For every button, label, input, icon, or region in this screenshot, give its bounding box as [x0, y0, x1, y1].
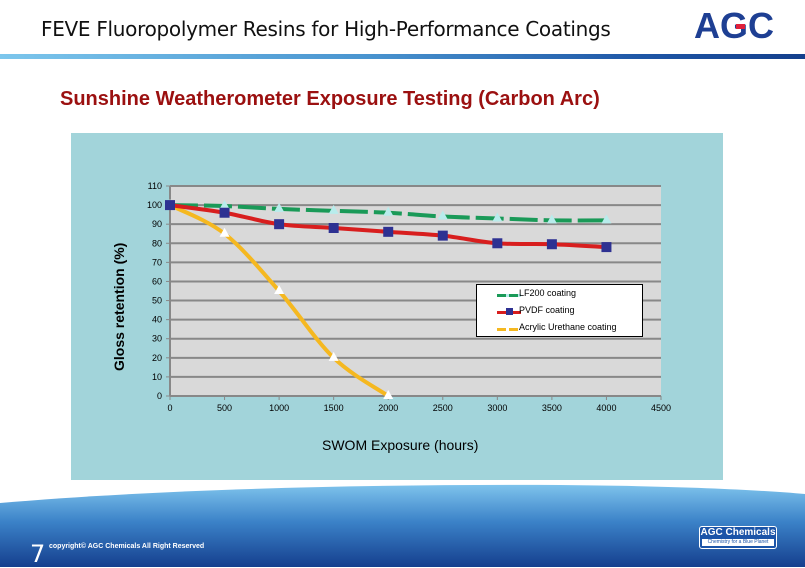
legend-swatch-lf200 [497, 294, 521, 297]
y-tick-label: 60 [152, 276, 162, 286]
square-marker-icon [601, 242, 612, 253]
agc-chemicals-logo-text: AGC Chemicals [700, 527, 776, 538]
triangle-marker-icon [492, 212, 503, 222]
y-tick-label: 10 [152, 372, 162, 382]
title-divider [0, 54, 805, 59]
chart-title: Sunshine Weatherometer Exposure Testing … [60, 88, 600, 110]
y-tick-label: 70 [152, 257, 162, 267]
legend-marker-square-icon [506, 308, 513, 315]
agc-logo-accent [736, 24, 745, 29]
x-tick-label: 3500 [542, 403, 562, 413]
triangle-marker-icon [274, 285, 285, 294]
triangle-marker-icon [328, 204, 339, 214]
square-marker-icon [165, 200, 175, 211]
legend-label: PVDF coating [519, 305, 575, 315]
legend-item-lf200: LF200 coating [477, 288, 642, 302]
page-number: 7 [30, 540, 46, 568]
square-marker-icon [328, 223, 339, 233]
agc-logo-text: AGC [694, 6, 774, 46]
x-tick-label: 2000 [378, 403, 398, 413]
y-tick-label: 50 [152, 296, 162, 306]
y-tick-label: 80 [152, 238, 162, 248]
copyright-text: copyright© AGC Chemicals All Right Reser… [49, 543, 205, 550]
x-axis-label: SWOM Exposure (hours) [322, 437, 479, 453]
y-tick-label: 110 [148, 181, 162, 191]
x-tick-label: 1000 [269, 403, 289, 413]
triangle-marker-icon [328, 351, 339, 361]
x-tick-label: 2500 [433, 403, 453, 413]
chart-legend: LF200 coating PVDF coating Acrylic Ureth… [476, 284, 643, 337]
x-tick-label: 0 [167, 403, 172, 413]
x-tick-label: 1500 [324, 403, 344, 413]
square-marker-icon [546, 239, 557, 250]
y-tick-label: 100 [147, 200, 162, 210]
triangle-marker-icon [219, 227, 230, 237]
agc-logo: AGC [694, 5, 778, 55]
slide-title: FEVE Fluoropolymer Resins for High-Perfo… [41, 17, 611, 41]
legend-swatch-acrylic [497, 328, 521, 331]
x-tick-label: 500 [217, 403, 232, 413]
x-tick-label: 3000 [487, 403, 507, 413]
square-marker-icon [437, 230, 448, 241]
y-tick-label: 90 [152, 219, 162, 229]
triangle-marker-icon [546, 214, 557, 224]
y-tick-label: 20 [152, 353, 162, 363]
legend-label: LF200 coating [519, 288, 577, 298]
square-marker-icon [492, 238, 503, 249]
square-marker-icon [274, 219, 285, 230]
y-axis-label: Gloss retention (%) [111, 242, 127, 371]
square-marker-icon [219, 207, 230, 218]
square-marker-icon [383, 226, 394, 237]
agc-logo-icon: AGC [694, 5, 774, 46]
x-tick-label: 4500 [651, 403, 671, 413]
y-tick-label: 0 [157, 391, 162, 401]
legend-item-acrylic: Acrylic Urethane coating [477, 322, 642, 336]
x-tick-label: 4000 [596, 403, 616, 413]
agc-chemicals-tagline: Chemistry for a Blue Planet [702, 539, 774, 546]
footer-wave-band [0, 484, 805, 567]
legend-item-pvdf: PVDF coating [477, 305, 642, 319]
triangle-marker-icon [219, 200, 230, 210]
triangle-marker-icon [437, 210, 448, 220]
triangle-marker-icon [383, 206, 394, 216]
agc-chemicals-logo: AGC Chemicals Chemistry for a Blue Plane… [699, 526, 777, 549]
triangle-marker-icon [601, 214, 612, 224]
y-tick-label: 30 [152, 334, 162, 344]
y-tick-label: 40 [152, 315, 162, 325]
legend-label: Acrylic Urethane coating [519, 322, 617, 332]
triangle-marker-icon [274, 202, 285, 212]
triangle-marker-icon [383, 390, 394, 399]
